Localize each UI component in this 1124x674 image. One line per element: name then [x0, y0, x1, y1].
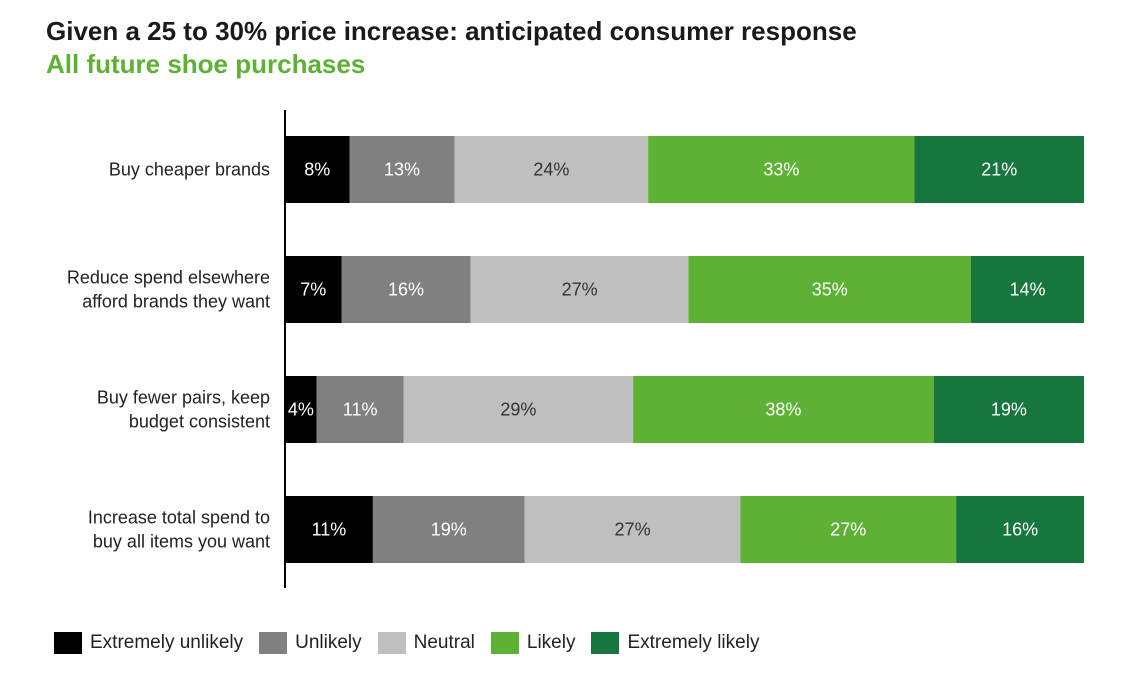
bar-segment [285, 376, 317, 443]
data-label: 33% [763, 160, 799, 180]
bar-segment [524, 496, 741, 563]
bar-segment [285, 136, 350, 203]
bar-segment [470, 256, 689, 323]
legend-label: Neutral [413, 632, 475, 653]
chart-title: Given a 25 to 30% price increase: antici… [46, 16, 857, 46]
bar-segment [688, 256, 972, 323]
legend-label: Unlikely [295, 632, 362, 653]
chart-subtitle: All future shoe purchases [46, 49, 366, 79]
data-label: 8% [304, 160, 330, 180]
category-label: Reduce spend elsewhere afford brands they… [67, 268, 270, 312]
bar-segment [285, 496, 373, 563]
data-label: 27% [562, 280, 598, 300]
legend-label: Likely [526, 632, 576, 653]
bar-segment [316, 376, 404, 443]
legend-item: Extremely unlikely [54, 632, 243, 654]
category-label: Increase total spend to buy all items you… [88, 508, 270, 552]
category-label: Buy cheaper brands [109, 160, 270, 180]
data-label: 16% [1002, 520, 1038, 540]
data-label: 4% [288, 400, 314, 420]
data-label: 27% [830, 520, 866, 540]
chart-legend: Extremely unlikely Unlikely Neutral Likely E… [54, 632, 775, 654]
data-label: 24% [533, 160, 569, 180]
data-label: 21% [981, 160, 1017, 180]
stacked-bar-chart: 8% 13% 24% 33% 21% Buy cheaper brands 7% 16% 27%… [67, 110, 1084, 588]
data-label: 19% [431, 520, 467, 540]
data-label: 11% [343, 400, 378, 420]
data-label: 7% [300, 280, 326, 300]
bar-segment [372, 496, 525, 563]
data-label: 29% [500, 400, 536, 420]
legend-swatch [259, 632, 288, 654]
data-label: 27% [615, 520, 651, 540]
bar-segment [933, 376, 1084, 443]
legend-swatch [54, 632, 82, 654]
legend-label: Extremely likely [627, 632, 760, 653]
data-label: 14% [1009, 280, 1045, 300]
bar-segment [971, 256, 1084, 323]
data-label: 11% [312, 520, 347, 540]
legend-swatch [377, 632, 406, 654]
legend-swatch [591, 632, 620, 654]
bar-segment [633, 376, 934, 443]
category-label: Buy fewer pairs, keep budget consistent [97, 388, 270, 432]
data-label: 19% [991, 400, 1027, 420]
data-label: 13% [384, 160, 420, 180]
legend-label: Extremely unlikely [90, 632, 244, 653]
bar-segment [740, 496, 957, 563]
legend-item: Likely [490, 632, 576, 654]
bar-segment [285, 256, 342, 323]
legend-item: Unlikely [259, 632, 362, 654]
data-label: 16% [388, 280, 424, 300]
legend-item: Neutral [377, 632, 475, 654]
bar-segment [403, 376, 634, 443]
bar-segment [648, 136, 915, 203]
data-label: 38% [765, 400, 801, 420]
bar-segment [349, 136, 455, 203]
bar-segment [914, 136, 1084, 203]
data-label: 35% [812, 280, 848, 300]
bar-segment [341, 256, 471, 323]
bar-segment [956, 496, 1084, 563]
legend-swatch [490, 632, 519, 654]
legend-item: Extremely likely [591, 632, 759, 654]
bar-segment [454, 136, 649, 203]
